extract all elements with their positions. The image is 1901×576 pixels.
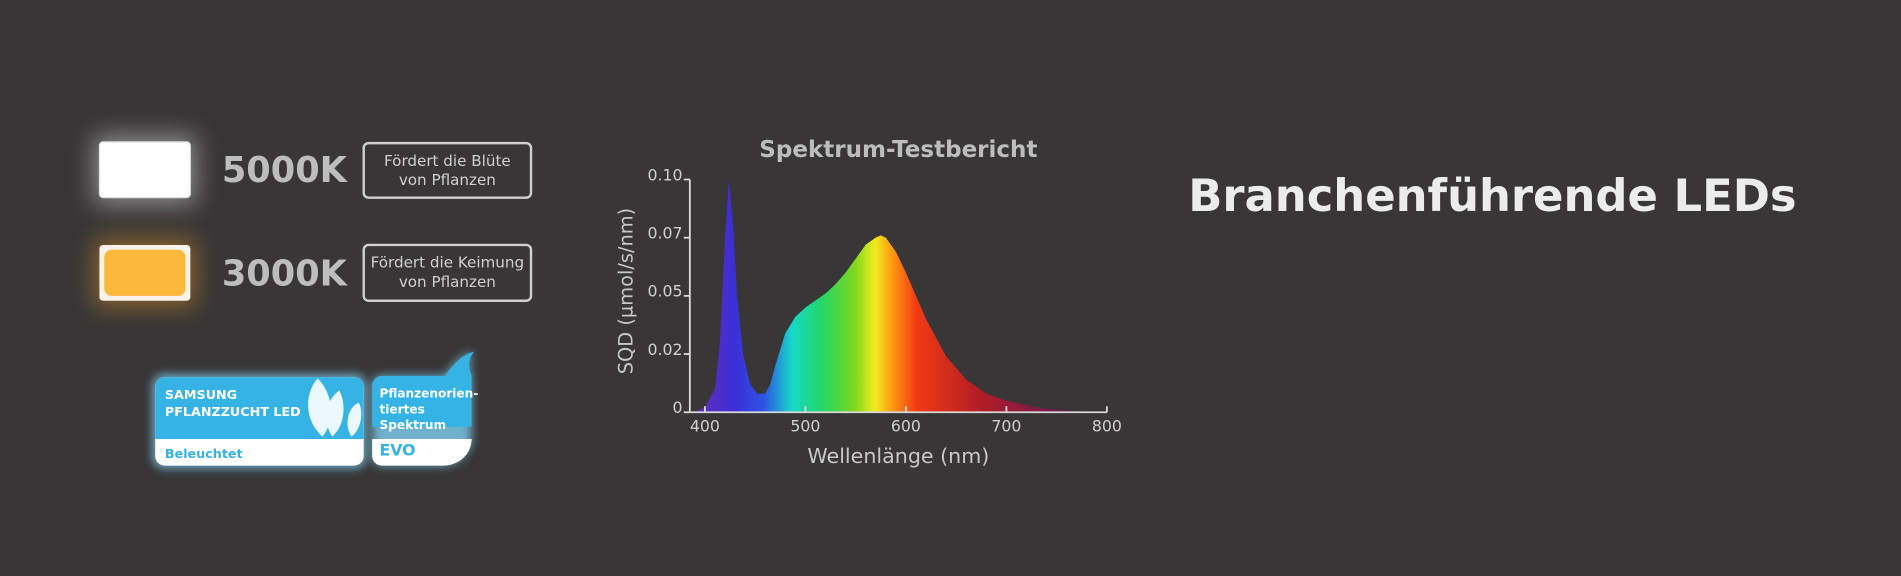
badge-text: Pflanzenorien-	[379, 387, 478, 401]
note-text: Fördert die Blüte	[384, 152, 511, 170]
y-tick-label: 0.07	[647, 224, 682, 243]
led-temperature: 3000K	[222, 253, 349, 294]
y-axis-label: SQD (µmol/s/nm)	[614, 208, 637, 375]
y-tick-label: 0.10	[647, 165, 682, 184]
x-tick-label: 700	[991, 416, 1021, 435]
note-box	[362, 141, 533, 199]
x-tick-label: 800	[1092, 416, 1122, 435]
badge-footer: EVO	[379, 441, 415, 460]
x-tick-label: 500	[790, 416, 820, 435]
chart-title: Spektrum-Testbericht	[759, 137, 1037, 163]
y-tick-label: 0.05	[647, 282, 682, 301]
led-warm	[104, 249, 186, 296]
x-tick-label: 600	[891, 416, 921, 435]
note-text: von Pflanzen	[399, 171, 496, 189]
note-text: Fördert die Keimung	[371, 254, 524, 272]
badge-footer: Beleuchtet	[165, 446, 243, 461]
y-tick-label: 0.02	[647, 340, 682, 359]
x-axis-label: Wellenlänge (nm)	[807, 444, 989, 468]
note-box	[362, 243, 533, 302]
evo-badge-top	[372, 351, 475, 427]
headline: Branchenführende LEDs	[1188, 169, 1796, 222]
evo-badge-bottom	[372, 438, 472, 466]
badge-brand: SAMSUNG	[165, 387, 237, 402]
badge-text: tiertes	[379, 402, 424, 416]
badge-title: PFLANZZUCHT LED	[165, 404, 301, 419]
spectrum-area	[692, 179, 1107, 413]
note-text: von Pflanzen	[399, 273, 496, 291]
x-tick-label: 400	[690, 416, 720, 435]
led-white	[98, 141, 191, 199]
badge-text: Spektrum	[379, 418, 446, 432]
spectrum-chart: 0 0.02 0.05 0.07 0.10 400 500 600 700 800	[647, 165, 1121, 435]
leaf-icon	[308, 378, 362, 437]
led-temperature: 5000K	[222, 150, 349, 191]
y-tick-label: 0	[673, 398, 683, 417]
